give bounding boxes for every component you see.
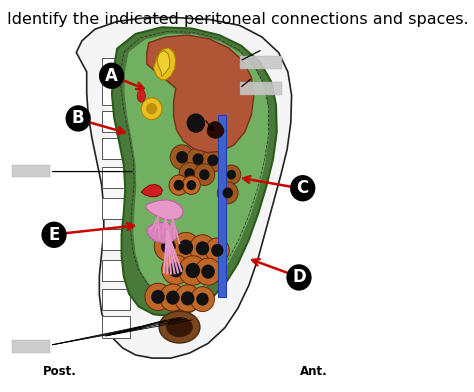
Polygon shape [102,198,130,219]
FancyBboxPatch shape [240,56,283,69]
Polygon shape [102,138,130,159]
Circle shape [166,290,180,305]
Circle shape [187,180,196,190]
Circle shape [169,175,188,195]
Circle shape [162,255,190,285]
Circle shape [154,232,182,261]
Circle shape [141,98,162,120]
Circle shape [218,182,238,204]
Circle shape [195,258,221,285]
Circle shape [196,293,209,306]
FancyBboxPatch shape [12,340,50,353]
FancyBboxPatch shape [240,82,283,95]
Circle shape [176,151,188,163]
Polygon shape [102,260,130,281]
Circle shape [201,114,230,145]
Circle shape [181,291,194,305]
Circle shape [65,105,91,132]
Circle shape [179,240,193,255]
Circle shape [208,121,223,137]
Circle shape [173,180,184,191]
Text: A: A [105,67,118,85]
Circle shape [211,244,224,257]
Text: D: D [292,269,306,287]
FancyBboxPatch shape [12,165,50,178]
Circle shape [191,287,214,312]
Polygon shape [157,51,170,76]
Polygon shape [102,289,130,310]
Circle shape [187,113,205,133]
Circle shape [170,145,194,170]
Polygon shape [102,229,130,250]
Circle shape [41,221,67,248]
Polygon shape [102,58,130,80]
Circle shape [145,283,171,310]
Polygon shape [102,167,130,188]
Ellipse shape [137,90,146,102]
Text: Identify the indicated peritoneal connections and spaces.: Identify the indicated peritoneal connec… [7,12,468,27]
Text: Ant.: Ant. [300,365,328,377]
Circle shape [199,169,210,180]
Polygon shape [102,316,130,338]
Ellipse shape [207,123,224,138]
Text: Post.: Post. [43,365,76,377]
Circle shape [179,163,200,184]
Circle shape [194,164,215,185]
Circle shape [205,238,229,263]
Circle shape [160,284,186,311]
Circle shape [168,262,183,278]
Circle shape [202,149,224,172]
Ellipse shape [166,317,193,337]
Polygon shape [76,18,292,358]
Polygon shape [102,111,130,132]
Polygon shape [218,114,226,297]
Circle shape [286,264,311,290]
Circle shape [146,103,157,114]
Circle shape [290,175,315,201]
Circle shape [207,154,219,166]
Circle shape [178,105,214,142]
Circle shape [174,285,201,312]
Polygon shape [112,27,277,316]
Circle shape [192,153,204,165]
Text: E: E [48,226,60,244]
Circle shape [151,290,165,304]
Circle shape [196,241,209,256]
Circle shape [190,235,216,262]
Circle shape [187,147,209,171]
Circle shape [227,170,236,180]
Polygon shape [124,33,269,298]
Polygon shape [147,222,178,243]
Polygon shape [102,83,130,105]
Polygon shape [141,184,163,197]
Circle shape [184,168,195,179]
Circle shape [172,232,200,262]
Ellipse shape [159,311,200,343]
Circle shape [223,187,233,198]
Circle shape [161,239,176,254]
Text: B: B [72,109,84,127]
Circle shape [222,165,241,184]
Circle shape [185,263,200,278]
Circle shape [201,265,215,279]
Polygon shape [147,35,254,152]
Circle shape [99,63,124,89]
Text: C: C [297,179,309,197]
Polygon shape [146,200,183,220]
Polygon shape [154,48,176,80]
Circle shape [179,256,207,285]
Circle shape [182,176,201,194]
